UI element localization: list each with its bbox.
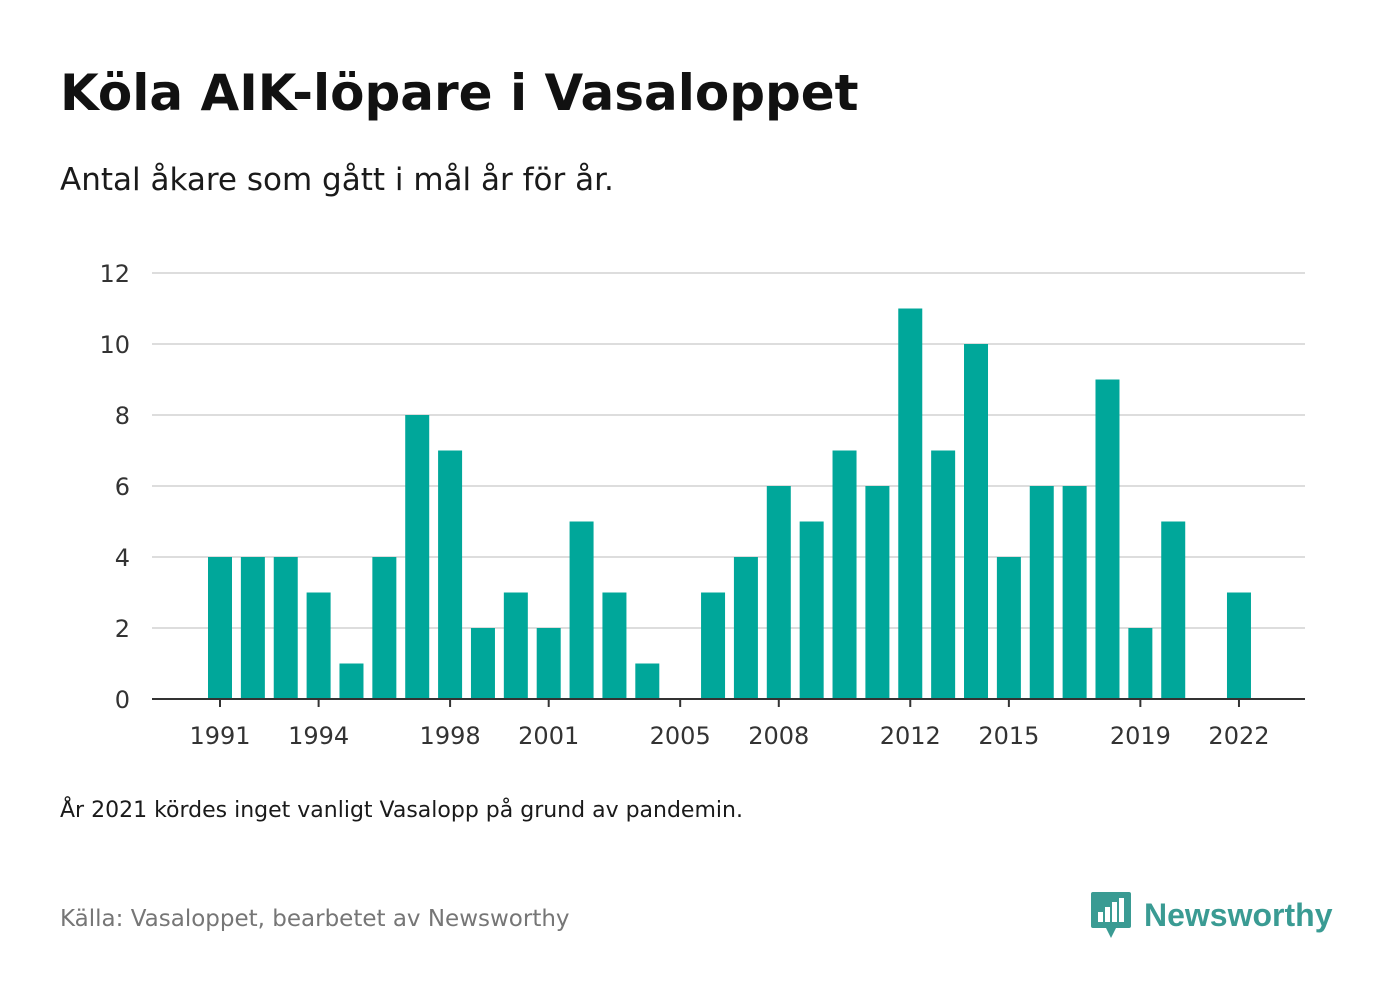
x-tick-label: 1998 (420, 722, 481, 750)
grid-lines (152, 272, 1305, 629)
bar-2006 (701, 592, 726, 699)
bar-1997 (405, 415, 430, 699)
bar-2014 (964, 344, 989, 699)
x-tick-label: 1994 (288, 722, 349, 750)
y-tick-label: 6 (115, 473, 130, 501)
bar-2010 (832, 450, 857, 699)
x-tick-label: 2012 (880, 722, 941, 750)
bar-2001 (536, 628, 561, 699)
bar-2003 (602, 592, 627, 699)
bar-2008 (766, 486, 791, 699)
chart-note: År 2021 kördes inget vanligt Vasalopp på… (60, 798, 743, 823)
bar-1995 (339, 663, 364, 699)
chart-title: Köla AIK-löpare i Vasaloppet (60, 64, 859, 122)
axes: 0 2 4 6 8 10 12 1991 1994 1998 2001 2005 2008 2012 201… (99, 260, 1305, 750)
bar-2022 (1226, 592, 1251, 699)
bar-2016 (1029, 486, 1054, 699)
bar-2013 (931, 450, 956, 699)
bar-1998 (438, 450, 463, 699)
bar-2015 (996, 557, 1021, 699)
bar-1999 (470, 628, 495, 699)
bars (208, 308, 1251, 699)
bar-2011 (865, 486, 890, 699)
bar-2004 (635, 663, 660, 699)
bar-2018 (1095, 379, 1120, 699)
y-tick-label: 4 (115, 544, 130, 572)
logo-text: Newsworthy (1144, 896, 1333, 933)
bar-2017 (1062, 486, 1087, 699)
bar-2019 (1128, 628, 1153, 699)
y-tick-label: 12 (99, 260, 130, 288)
x-tick-label: 1991 (189, 722, 250, 750)
bar-2007 (733, 557, 758, 699)
bar-2012 (898, 308, 923, 699)
bar-1992 (240, 557, 265, 699)
y-tick-label: 2 (115, 615, 130, 643)
bar-2002 (569, 521, 594, 699)
bar-1993 (273, 557, 298, 699)
source-credit: Källa: Vasaloppet, bearbetet av Newswort… (60, 906, 570, 932)
bar-2009 (799, 521, 824, 699)
x-tick-label: 2005 (650, 722, 711, 750)
chart-subtitle: Antal åkare som gått i mål år för år. (60, 162, 614, 198)
bar-1994 (306, 592, 331, 699)
bar-chart: 0 2 4 6 8 10 12 1991 1994 1998 2001 2005 2008 2012 201… (99, 260, 1305, 750)
y-tick-label: 0 (115, 686, 130, 714)
y-tick-label: 8 (115, 402, 130, 430)
x-tick-label: 2019 (1110, 722, 1171, 750)
bar-2000 (503, 592, 528, 699)
bar-chart-speech-bubble-icon (1091, 892, 1131, 938)
bar-1996 (372, 557, 397, 699)
y-tick-label: 10 (99, 331, 130, 359)
x-tick-label: 2015 (978, 722, 1039, 750)
x-tick-label: 2022 (1208, 722, 1269, 750)
bar-2020 (1161, 521, 1186, 699)
x-tick-label: 2001 (518, 722, 579, 750)
x-tick-label: 2008 (748, 722, 809, 750)
newsworthy-logo: Newsworthy (1090, 890, 1332, 940)
bar-1991 (208, 557, 232, 699)
